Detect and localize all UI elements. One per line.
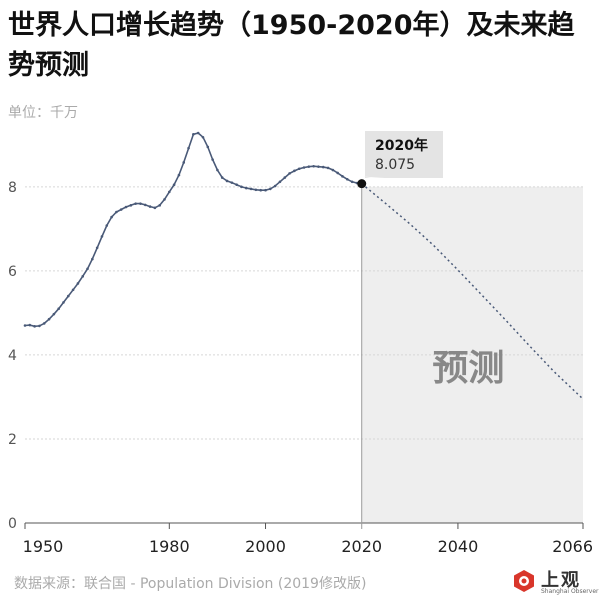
x-tick-label-1980: 1980 xyxy=(149,537,190,556)
data-point-2003 xyxy=(278,180,282,184)
data-point-2012 xyxy=(321,165,325,169)
data-point-1997 xyxy=(249,187,253,191)
data-point-1995 xyxy=(240,185,243,189)
brand-logo: 上观 Shanghai Observer xyxy=(512,566,598,602)
data-point-1993 xyxy=(230,181,234,184)
data-point-1950 xyxy=(23,324,27,327)
data-point-1963 xyxy=(86,267,89,271)
data-point-2002 xyxy=(273,184,277,188)
series-layer xyxy=(23,131,584,400)
data-point-1984 xyxy=(187,146,190,150)
data-point-1971 xyxy=(124,205,128,209)
data-point-1980 xyxy=(168,190,171,194)
data-point-2015 xyxy=(336,171,339,175)
callout-point xyxy=(357,179,367,189)
data-point-1964 xyxy=(91,257,94,261)
data-point-1983 xyxy=(182,161,186,164)
data-point-1981 xyxy=(172,183,176,187)
data-point-1976 xyxy=(148,205,152,208)
data-point-2011 xyxy=(317,165,320,168)
data-point-1991 xyxy=(220,176,224,179)
data-point-1966 xyxy=(100,235,104,238)
data-point-2007 xyxy=(297,167,301,171)
logo-subtitle: Shanghai Observer xyxy=(541,588,599,595)
data-point-2004 xyxy=(283,176,287,179)
data-point-1951 xyxy=(28,323,32,327)
data-point-1985 xyxy=(192,133,195,136)
y-tick-label-8: 8 xyxy=(8,180,17,196)
logo-text: 上观 xyxy=(541,570,581,591)
y-tick-label-0: 0 xyxy=(8,516,17,532)
data-point-1977 xyxy=(153,206,157,210)
data-point-1953 xyxy=(38,324,41,328)
grid-lines xyxy=(25,186,583,440)
data-point-2000 xyxy=(264,188,267,192)
data-point-2018 xyxy=(350,180,354,184)
data-point-2008 xyxy=(302,166,306,169)
y-tick-label-2: 2 xyxy=(8,432,17,448)
data-point-1954 xyxy=(42,322,46,325)
x-tick-label-2066: 2066 xyxy=(552,537,593,556)
data-point-1957 xyxy=(57,307,60,310)
axes: 0 2 4 6 8 1950 1980 2000 2020 2040 2066 xyxy=(8,180,593,556)
data-point-1959 xyxy=(66,294,70,298)
x-tick-label-1950: 1950 xyxy=(23,537,64,556)
data-point-1967 xyxy=(105,224,109,227)
data-point-1958 xyxy=(62,301,65,304)
data-point-1996 xyxy=(244,186,248,190)
data-point-1969 xyxy=(115,210,118,214)
data-point-1962 xyxy=(81,275,85,278)
data-point-1989 xyxy=(211,158,214,161)
callout-value: 8.075 xyxy=(375,157,415,173)
data-point-1999 xyxy=(259,188,263,192)
forecast-label: 预测 xyxy=(432,348,504,389)
callout-year: 2020年 xyxy=(375,137,428,154)
forecast-line xyxy=(361,183,584,400)
data-point-1970 xyxy=(119,208,123,211)
data-point-1975 xyxy=(143,203,147,207)
data-point-1960 xyxy=(71,288,75,292)
data-point-1972 xyxy=(129,204,133,207)
y-tick-label-6: 6 xyxy=(8,264,17,280)
data-point-1978 xyxy=(158,204,161,207)
page-title: 世界人口增长趋势（1950-2020年）及未来趋势预测 xyxy=(8,10,575,81)
data-point-2014 xyxy=(331,168,335,172)
data-point-1979 xyxy=(163,198,166,201)
data-point-1968 xyxy=(110,215,113,219)
x-tick-label-2040: 2040 xyxy=(438,537,479,556)
red-hexagon-logo-icon xyxy=(514,570,534,592)
data-point-1987 xyxy=(201,135,205,139)
unit-label: 单位：千万 xyxy=(8,105,78,121)
data-point-1956 xyxy=(52,312,56,316)
data-point-2017 xyxy=(345,177,349,181)
data-point-1961 xyxy=(76,282,80,285)
data-point-1974 xyxy=(139,202,142,205)
data-point-1994 xyxy=(235,183,238,187)
callout-box xyxy=(363,131,443,178)
history-line xyxy=(24,132,362,328)
x-tick-label-2020: 2020 xyxy=(341,537,382,556)
data-point-2001 xyxy=(269,187,272,191)
data-point-1986 xyxy=(196,131,200,135)
data-point-1990 xyxy=(216,168,219,172)
data-point-2013 xyxy=(326,166,330,170)
population-chart: 0 2 4 6 8 1950 1980 2000 2020 2040 2066 预测 2020年 8… xyxy=(8,131,593,556)
data-point-2010 xyxy=(312,164,315,168)
data-point-1952 xyxy=(33,325,36,328)
data-point-1992 xyxy=(225,179,229,183)
data-point-2005 xyxy=(288,172,291,175)
data-point-1988 xyxy=(206,145,210,149)
data-source: 数据来源：联合国 - Population Division (2019修改版) xyxy=(14,576,367,592)
data-point-1973 xyxy=(134,202,137,205)
x-tick-label-2000: 2000 xyxy=(245,537,286,556)
callout-2020: 2020年 8.075 xyxy=(357,131,443,189)
data-point-1998 xyxy=(254,188,258,192)
data-point-2009 xyxy=(307,165,311,168)
data-point-1982 xyxy=(177,173,181,177)
data-point-1965 xyxy=(95,246,99,250)
data-point-1955 xyxy=(47,317,51,321)
data-point-2016 xyxy=(341,175,344,178)
y-tick-label-4: 4 xyxy=(8,348,17,364)
data-point-2006 xyxy=(293,169,296,173)
